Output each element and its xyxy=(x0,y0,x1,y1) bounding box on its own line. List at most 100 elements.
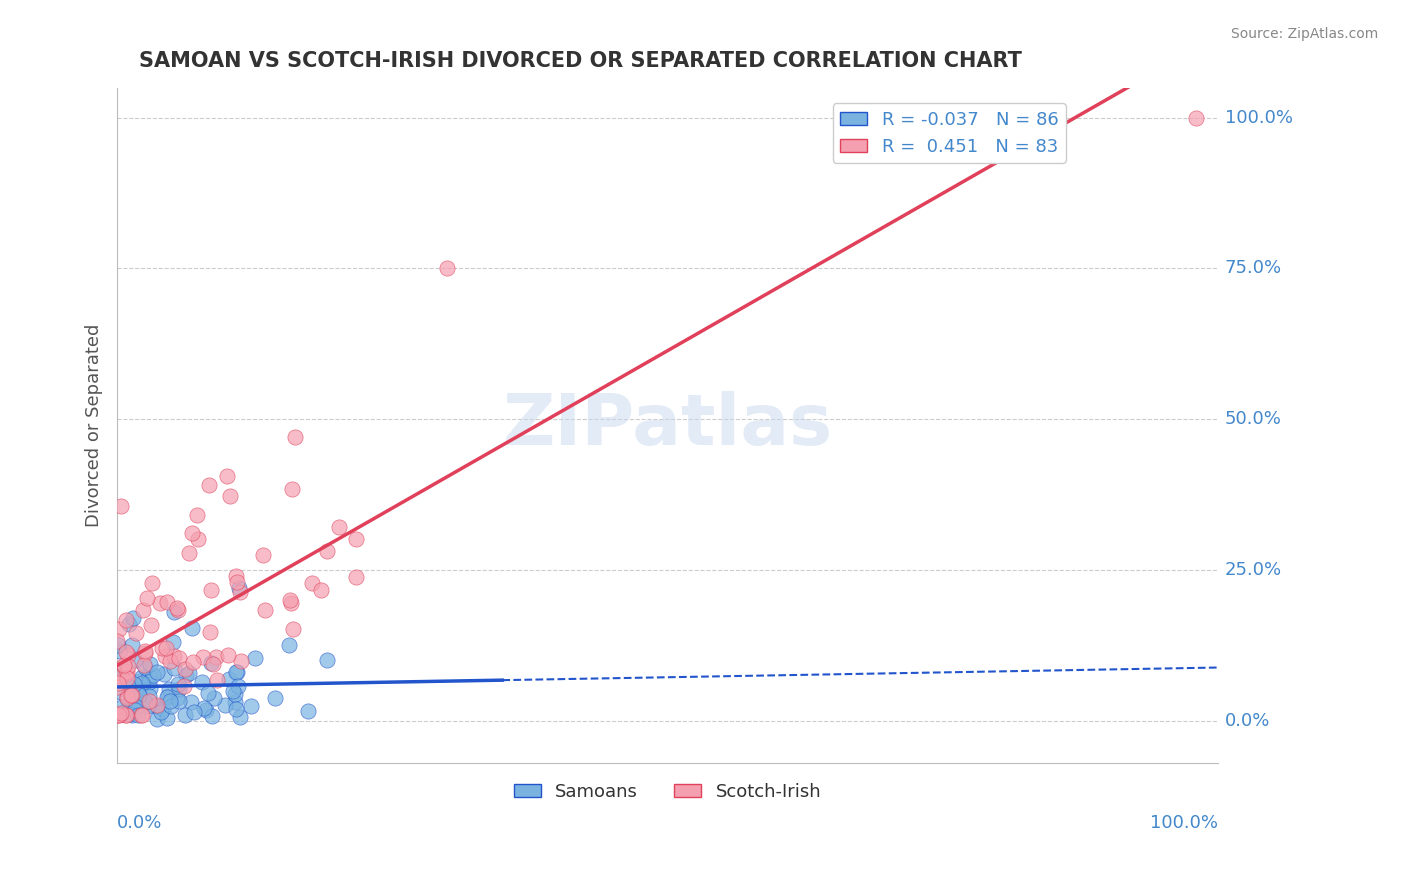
Samoans xyxy=(118,617,141,632)
Samoans xyxy=(138,674,160,689)
Scotch-Irish xyxy=(344,532,367,546)
Scotch-Irish xyxy=(156,595,179,609)
Samoans xyxy=(112,662,135,676)
Text: 100.0%: 100.0% xyxy=(1150,814,1218,831)
Samoans xyxy=(121,611,143,625)
Samoans xyxy=(193,700,215,714)
Scotch-Irish xyxy=(107,707,129,722)
Scotch-Irish xyxy=(131,603,153,617)
Scotch-Irish xyxy=(278,592,301,607)
Samoans xyxy=(111,699,134,714)
Samoans xyxy=(110,684,132,698)
Samoans xyxy=(117,679,139,693)
Scotch-Irish xyxy=(112,659,135,673)
Samoans xyxy=(224,695,246,709)
Scotch-Irish xyxy=(281,622,304,636)
Samoans xyxy=(156,711,179,725)
Scotch-Irish xyxy=(105,681,128,695)
Samoans xyxy=(163,605,186,619)
Scotch-Irish xyxy=(167,603,190,617)
Scotch-Irish xyxy=(131,707,153,722)
Samoans xyxy=(243,651,266,665)
Scotch-Irish xyxy=(120,688,142,702)
Scotch-Irish xyxy=(436,261,458,276)
Samoans xyxy=(134,660,156,674)
Scotch-Irish xyxy=(134,643,156,657)
Scotch-Irish xyxy=(186,508,208,522)
Samoans xyxy=(183,706,205,720)
Text: 50.0%: 50.0% xyxy=(1225,410,1281,428)
Scotch-Irish xyxy=(197,477,219,491)
Samoans xyxy=(146,665,169,679)
Scotch-Irish xyxy=(173,680,195,694)
Scotch-Irish xyxy=(110,500,132,514)
Samoans xyxy=(127,708,149,723)
Scotch-Irish xyxy=(117,658,139,673)
Samoans xyxy=(131,675,153,690)
Scotch-Irish xyxy=(226,574,249,589)
Scotch-Irish xyxy=(153,648,176,663)
Samoans xyxy=(121,707,143,722)
Samoans xyxy=(197,686,219,700)
Samoans xyxy=(124,703,146,717)
Scotch-Irish xyxy=(110,669,132,683)
Scotch-Irish xyxy=(253,603,276,617)
Legend: Samoans, Scotch-Irish: Samoans, Scotch-Irish xyxy=(506,775,828,808)
Scotch-Irish xyxy=(328,520,350,534)
Samoans xyxy=(117,707,139,722)
Samoans xyxy=(177,665,200,680)
Samoans xyxy=(229,710,252,724)
Scotch-Irish xyxy=(309,583,332,598)
Scotch-Irish xyxy=(191,650,214,665)
Samoans xyxy=(138,698,160,713)
Scotch-Irish xyxy=(187,532,209,546)
Scotch-Irish xyxy=(134,646,156,660)
Scotch-Irish xyxy=(205,649,228,664)
Samoans xyxy=(194,703,217,717)
Samoans xyxy=(139,681,162,695)
Samoans xyxy=(218,673,240,687)
Samoans xyxy=(159,694,181,708)
Scotch-Irish xyxy=(181,655,204,669)
Scotch-Irish xyxy=(284,430,307,444)
Samoans xyxy=(121,639,143,653)
Scotch-Irish xyxy=(105,707,128,722)
Text: ZIPatlas: ZIPatlas xyxy=(502,391,832,459)
Samoans xyxy=(156,690,179,704)
Scotch-Irish xyxy=(344,570,367,584)
Scotch-Irish xyxy=(149,596,172,610)
Scotch-Irish xyxy=(112,658,135,673)
Samoans xyxy=(128,688,150,702)
Scotch-Irish xyxy=(117,648,139,662)
Scotch-Irish xyxy=(115,671,138,685)
Samoans xyxy=(200,656,222,670)
Samoans xyxy=(264,691,287,706)
Scotch-Irish xyxy=(281,482,304,496)
Scotch-Irish xyxy=(173,662,195,676)
Samoans xyxy=(297,704,319,718)
Scotch-Irish xyxy=(166,601,188,615)
Scotch-Irish xyxy=(125,625,148,640)
Scotch-Irish xyxy=(252,548,274,562)
Scotch-Irish xyxy=(316,544,339,558)
Samoans xyxy=(162,635,184,649)
Scotch-Irish xyxy=(1184,111,1206,125)
Samoans xyxy=(129,673,152,688)
Samoans xyxy=(108,706,131,721)
Scotch-Irish xyxy=(229,585,252,599)
Scotch-Irish xyxy=(141,575,163,590)
Samoans xyxy=(191,675,214,690)
Scotch-Irish xyxy=(180,525,202,540)
Scotch-Irish xyxy=(301,575,323,590)
Samoans xyxy=(124,653,146,667)
Samoans xyxy=(316,653,339,667)
Scotch-Irish xyxy=(136,591,159,605)
Scotch-Irish xyxy=(115,665,138,680)
Samoans xyxy=(225,665,247,679)
Samoans xyxy=(167,694,190,708)
Scotch-Irish xyxy=(108,622,131,636)
Samoans xyxy=(224,687,246,701)
Samoans xyxy=(214,698,236,712)
Samoans xyxy=(142,668,165,682)
Text: 75.0%: 75.0% xyxy=(1225,260,1282,277)
